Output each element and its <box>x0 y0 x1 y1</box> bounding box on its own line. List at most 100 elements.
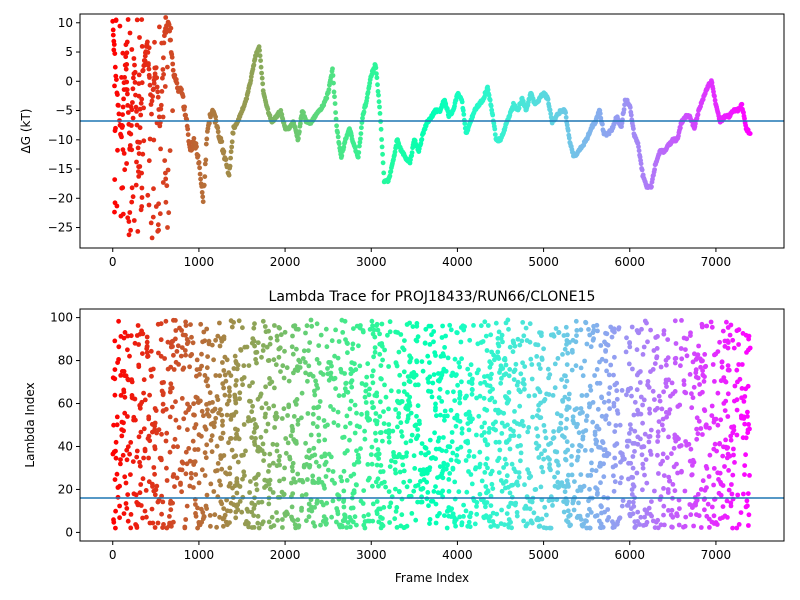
data-point <box>572 407 578 413</box>
data-point <box>167 449 173 455</box>
data-point <box>296 524 301 530</box>
data-point <box>266 406 272 411</box>
data-point <box>144 334 150 340</box>
data-point <box>742 421 748 427</box>
data-point <box>268 335 273 341</box>
data-point <box>439 448 445 453</box>
data-point <box>138 482 144 487</box>
data-point <box>425 353 431 359</box>
data-point <box>578 443 584 449</box>
data-point <box>159 89 165 94</box>
data-point <box>504 511 510 516</box>
data-point <box>177 467 183 472</box>
data-point <box>683 514 689 520</box>
data-point <box>375 476 381 482</box>
data-point <box>322 485 327 491</box>
data-point <box>554 411 560 417</box>
data-point <box>352 402 358 408</box>
data-point <box>664 455 670 461</box>
data-point <box>371 327 377 333</box>
data-point <box>560 433 565 439</box>
data-point <box>602 447 608 452</box>
data-point <box>132 62 137 68</box>
data-point <box>478 381 483 386</box>
data-point <box>138 503 144 508</box>
data-point <box>288 433 294 439</box>
data-point <box>600 439 605 444</box>
data-point <box>539 464 544 470</box>
data-point <box>488 332 494 338</box>
data-point <box>521 333 527 339</box>
data-point <box>354 448 359 454</box>
x-tick-label: 0 <box>109 255 117 269</box>
data-point <box>370 368 376 374</box>
data-point <box>434 413 439 419</box>
data-point <box>152 39 157 45</box>
data-point <box>181 416 187 422</box>
data-point <box>433 484 438 489</box>
data-point <box>529 520 535 526</box>
data-point <box>374 462 380 468</box>
data-point <box>370 518 376 524</box>
data-point <box>488 376 493 381</box>
data-point <box>555 470 561 475</box>
data-point <box>652 397 657 402</box>
data-point <box>155 228 161 234</box>
data-point <box>666 474 672 480</box>
data-point <box>260 81 266 87</box>
data-point <box>380 469 386 474</box>
data-point <box>202 161 208 167</box>
data-point <box>172 436 178 442</box>
data-point <box>205 383 211 389</box>
data-point <box>464 393 469 399</box>
data-point <box>638 161 644 167</box>
data-point <box>455 382 460 388</box>
data-point <box>627 422 633 427</box>
data-point <box>578 365 584 371</box>
data-point <box>203 157 209 163</box>
data-point <box>649 513 654 519</box>
data-point <box>266 328 271 334</box>
data-point <box>438 354 444 359</box>
data-point <box>134 448 140 454</box>
data-point <box>640 352 646 357</box>
data-point <box>647 410 653 416</box>
data-point <box>219 466 225 472</box>
data-point <box>125 110 131 115</box>
data-point <box>655 405 660 411</box>
data-point <box>344 413 350 419</box>
data-point <box>445 355 451 361</box>
data-point <box>264 344 270 350</box>
data-point <box>353 482 359 487</box>
data-point <box>112 338 118 344</box>
data-point <box>609 334 615 340</box>
data-point <box>550 503 555 508</box>
data-point <box>220 360 225 365</box>
data-point <box>168 364 174 370</box>
data-point <box>363 382 369 387</box>
data-point <box>743 452 748 458</box>
data-point <box>137 125 143 131</box>
data-point <box>483 484 489 489</box>
data-point <box>153 65 159 70</box>
data-point <box>394 505 400 510</box>
data-point <box>257 53 263 59</box>
data-point <box>186 407 191 413</box>
data-point <box>457 400 463 406</box>
data-point <box>407 394 413 400</box>
data-point <box>146 66 152 72</box>
data-point <box>702 507 707 513</box>
data-point <box>681 382 687 387</box>
data-point <box>251 325 257 331</box>
data-point <box>290 351 296 357</box>
data-point <box>523 325 529 331</box>
data-point <box>171 472 177 477</box>
data-point <box>282 511 288 516</box>
data-point <box>235 362 241 368</box>
data-point <box>534 354 540 359</box>
data-point <box>134 109 139 114</box>
data-point <box>676 522 682 528</box>
data-point <box>643 522 649 528</box>
data-point <box>306 507 312 513</box>
data-point <box>482 406 488 412</box>
